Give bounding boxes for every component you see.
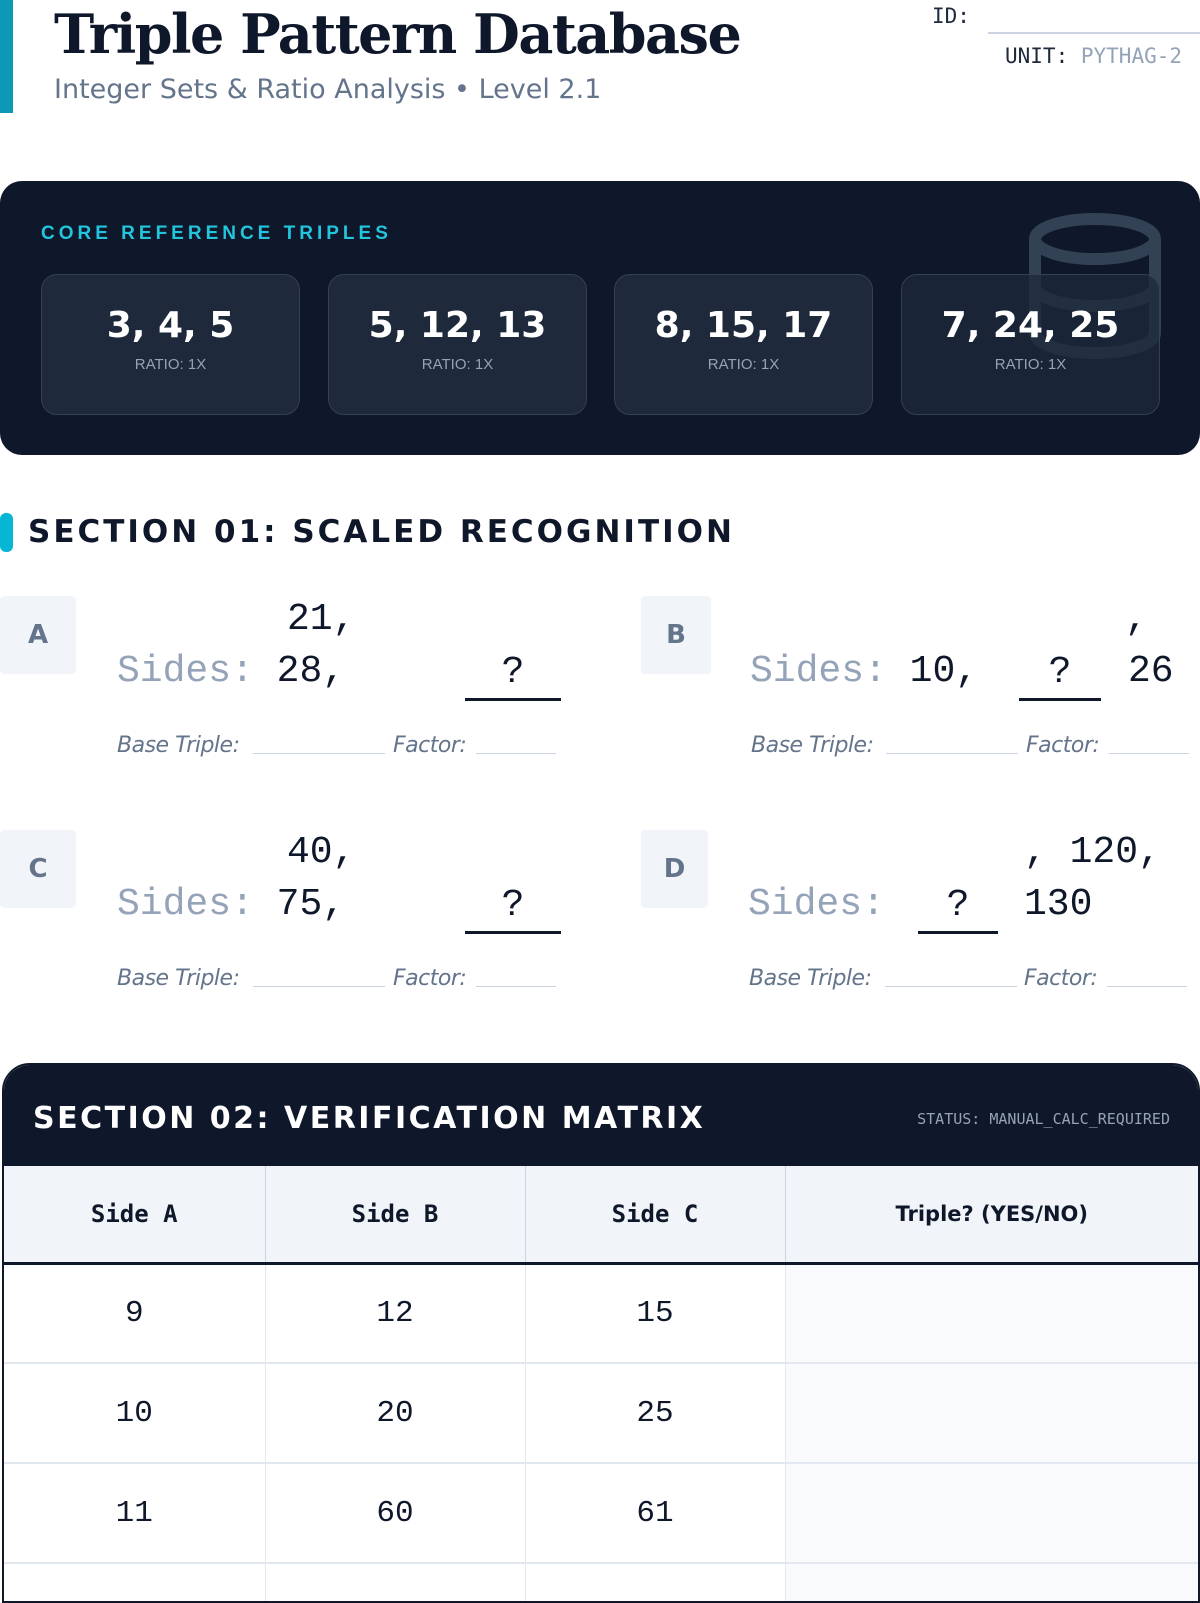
factor-label: Factor:	[393, 733, 467, 758]
side-cell: 10	[4, 1363, 266, 1464]
factor-field[interactable]	[1109, 753, 1189, 754]
base-triple-label: Base Triple:	[117, 966, 240, 991]
verification-matrix: SECTION 02: VERIFICATION MATRIX STATUS: …	[2, 1063, 1200, 1603]
problem-letter-d: D	[641, 830, 708, 908]
factor-label: Factor:	[393, 966, 467, 991]
problem-letter-a: A	[0, 596, 76, 674]
base-triple-field[interactable]	[253, 986, 385, 987]
side-value: 130	[1024, 883, 1093, 926]
header-accent-bar	[0, 0, 13, 113]
section-accent-bar	[0, 513, 13, 552]
factor-field[interactable]	[476, 753, 556, 754]
base-triple-label: Base Triple:	[751, 733, 874, 758]
table-row: 11 60 61	[4, 1463, 1198, 1564]
side-value: 21,	[287, 598, 356, 641]
section2-header: SECTION 02: VERIFICATION MATRIX STATUS: …	[4, 1065, 1198, 1166]
table-row: 9 12 15	[4, 1263, 1198, 1364]
column-header: Triple? (YES/NO)	[785, 1166, 1198, 1265]
base-triple-label: Base Triple:	[117, 733, 240, 758]
missing-side-blank[interactable]: ?	[918, 884, 998, 934]
side-cell: 60	[265, 1463, 526, 1564]
reference-card: 8, 15, 17 RATIO: 1X	[614, 274, 873, 415]
column-header: Side A	[4, 1166, 266, 1265]
reference-card: 3, 4, 5 RATIO: 1X	[41, 274, 300, 415]
page-subtitle: Integer Sets & Ratio Analysis • Level 2.…	[54, 74, 602, 105]
side-cell: 25	[525, 1363, 786, 1464]
side-cell	[525, 1563, 786, 1601]
column-header: Side C	[525, 1166, 786, 1265]
sides-label: Sides:	[748, 883, 885, 926]
id-label: ID:	[932, 4, 970, 28]
base-triple-label: Base Triple:	[749, 966, 872, 991]
reference-label: CORE REFERENCE TRIPLES	[41, 223, 392, 244]
section2-title: SECTION 02: VERIFICATION MATRIX	[33, 1101, 706, 1136]
side-value: 40,	[287, 831, 356, 874]
table-row	[4, 1563, 1198, 1601]
side-cell: 20	[265, 1363, 526, 1464]
side-cell: 9	[4, 1263, 266, 1364]
reference-card: 7, 24, 25 RATIO: 1X	[901, 274, 1160, 415]
missing-side-blank[interactable]: ?	[465, 884, 561, 934]
factor-field[interactable]	[1107, 986, 1187, 987]
side-cell: 61	[525, 1463, 786, 1564]
missing-side-blank[interactable]: ?	[465, 651, 561, 701]
side-value: , 120,	[1024, 831, 1161, 874]
page-title: Triple Pattern Database	[54, 2, 742, 66]
side-value: ,	[1125, 598, 1148, 641]
side-cell: 15	[525, 1263, 786, 1364]
problem-letter-c: C	[0, 830, 76, 908]
answer-cell[interactable]	[785, 1263, 1198, 1364]
side-cell	[4, 1563, 266, 1601]
column-header: Side B	[265, 1166, 526, 1265]
reference-panel: CORE REFERENCE TRIPLES 3, 4, 5 RATIO: 1X …	[0, 181, 1200, 455]
factor-label: Factor:	[1026, 733, 1100, 758]
side-cell: 11	[4, 1463, 266, 1564]
table-row: 10 20 25	[4, 1363, 1198, 1464]
section1-title: SECTION 01: SCALED RECOGNITION	[28, 514, 735, 550]
side-value: 26	[1128, 650, 1174, 693]
side-value: 10,	[909, 650, 979, 693]
answer-cell[interactable]	[785, 1463, 1198, 1564]
factor-label: Factor:	[1024, 966, 1098, 991]
factor-field[interactable]	[476, 986, 556, 987]
sides-label: Sides:	[117, 650, 254, 693]
answer-cell[interactable]	[785, 1363, 1198, 1464]
base-triple-field[interactable]	[253, 753, 385, 754]
sides-label: Sides:	[117, 883, 254, 926]
side-value: 28,	[276, 650, 346, 693]
base-triple-field[interactable]	[885, 986, 1017, 987]
answer-cell[interactable]	[785, 1563, 1198, 1601]
unit-label: UNIT: PYTHAG-2	[1005, 44, 1183, 68]
id-field[interactable]	[988, 32, 1200, 34]
status-badge: STATUS: MANUAL_CALC_REQUIRED	[917, 1110, 1170, 1128]
sides-label: Sides:	[750, 650, 887, 693]
base-triple-field[interactable]	[886, 753, 1018, 754]
side-cell	[265, 1563, 526, 1601]
reference-card: 5, 12, 13 RATIO: 1X	[328, 274, 587, 415]
missing-side-blank[interactable]: ?	[1019, 651, 1101, 701]
problem-letter-b: B	[641, 596, 711, 674]
unit-value: PYTHAG-2	[1080, 44, 1183, 68]
side-value: 75,	[276, 883, 346, 926]
side-cell: 12	[265, 1263, 526, 1364]
